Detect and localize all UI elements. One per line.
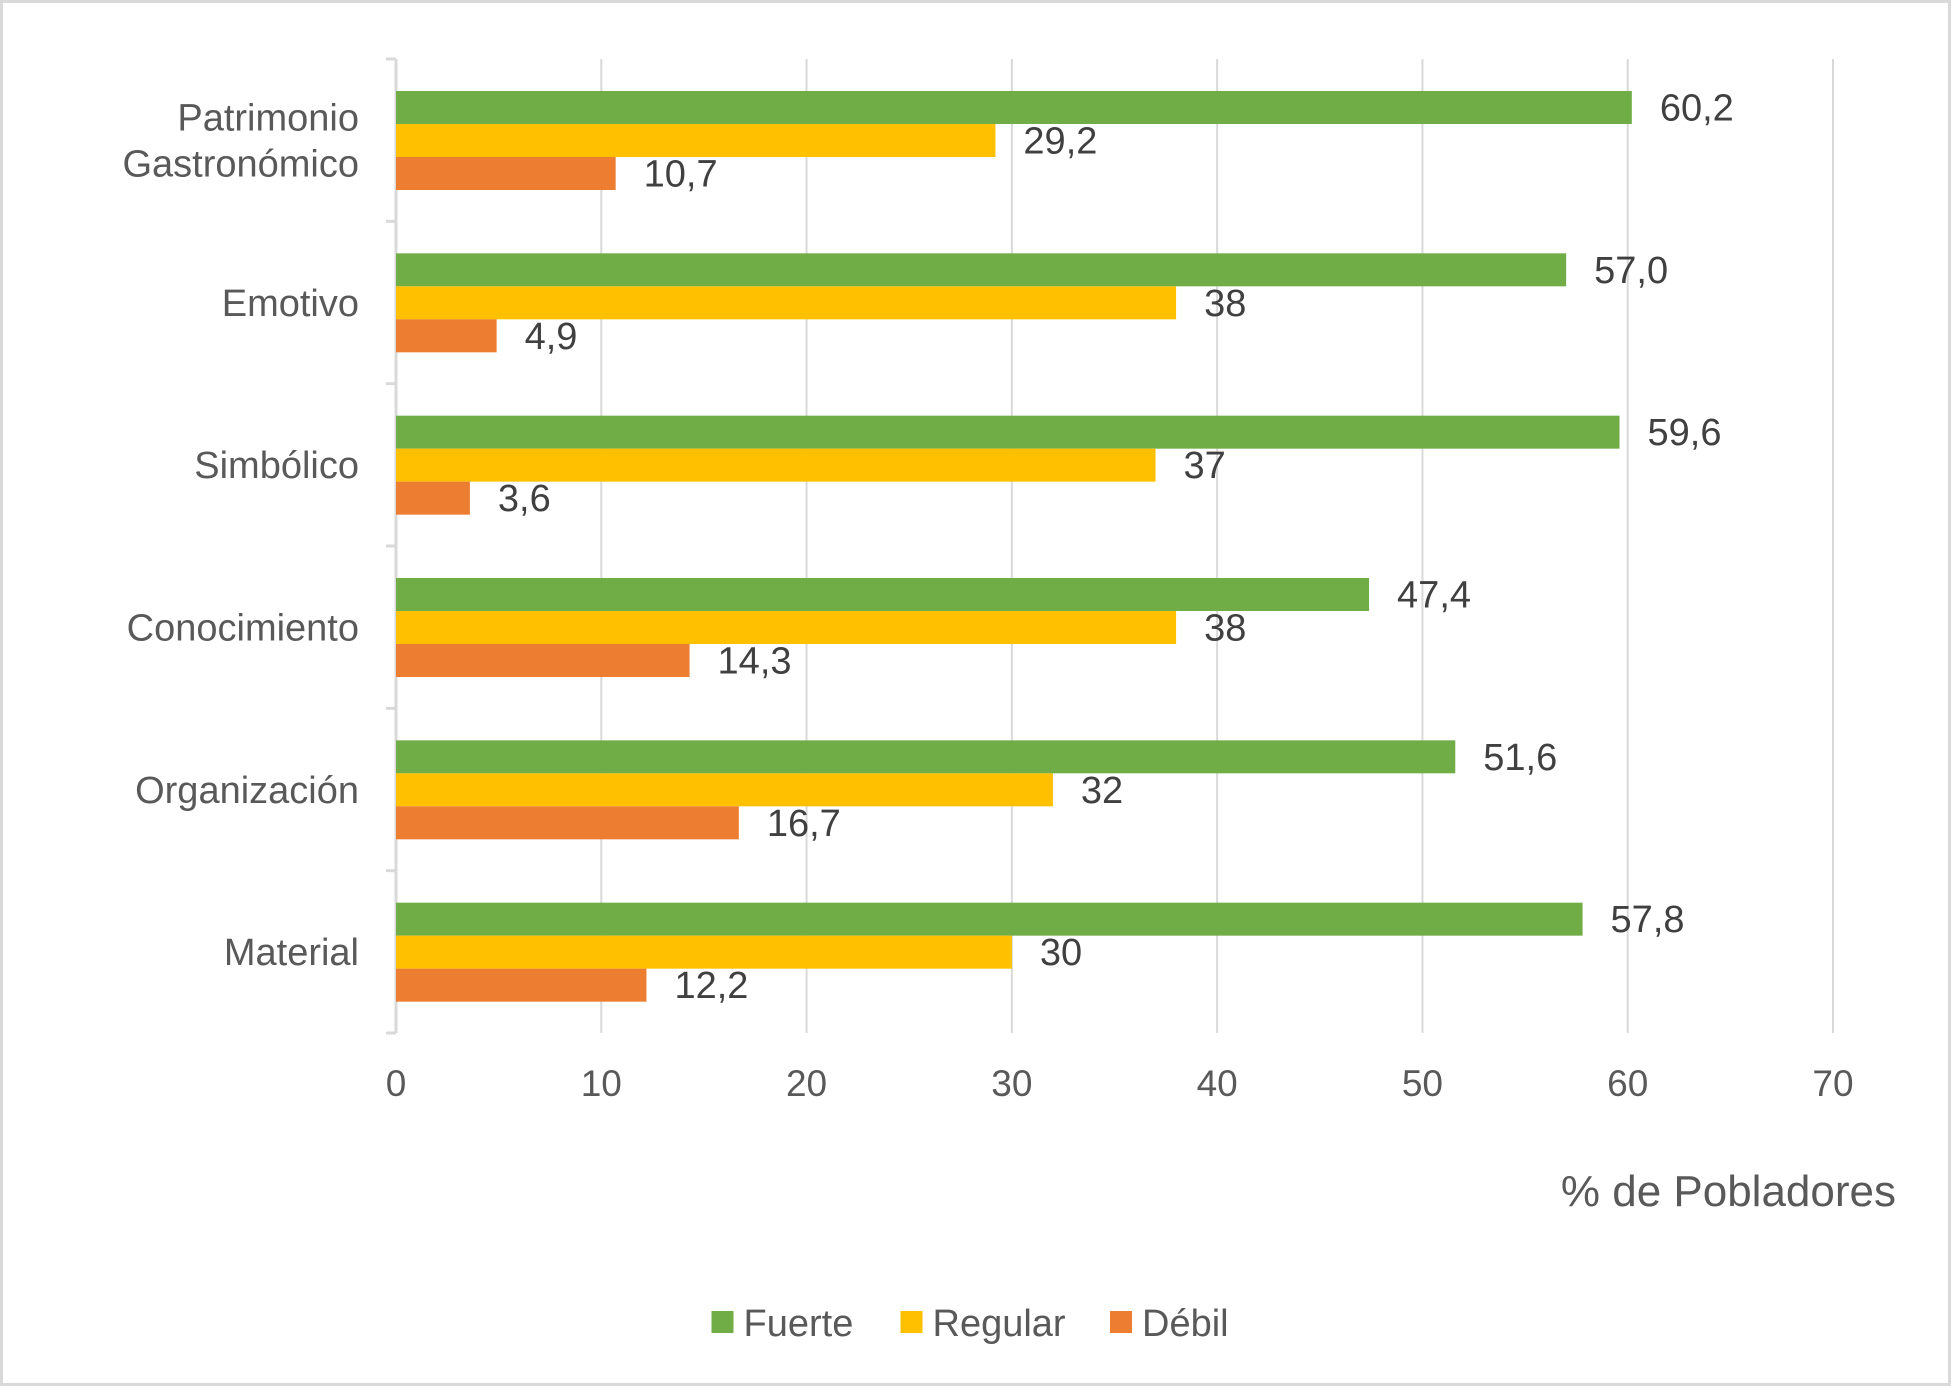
x-tick-label: 20	[786, 1063, 827, 1104]
bar-regular	[396, 611, 1177, 644]
category-label: Gastronómico	[122, 144, 359, 186]
legend-swatch-regular	[900, 1311, 923, 1333]
bar-débil	[396, 968, 647, 1002]
data-label: 29,2	[1023, 121, 1097, 163]
legend-label: Fuerte	[744, 1303, 854, 1345]
category-label: Patrimonio	[177, 98, 359, 140]
bar-fuerte	[396, 253, 1567, 287]
x-tick-label: 30	[991, 1063, 1032, 1104]
bar-fuerte	[396, 415, 1620, 449]
bar-regular	[396, 124, 996, 157]
legend-label: Débil	[1142, 1303, 1229, 1345]
data-label: 3,6	[498, 478, 551, 520]
bar-regular	[396, 448, 1156, 482]
data-label: 57,8	[1611, 899, 1685, 941]
data-label: 16,7	[767, 803, 841, 845]
data-label: 37	[1184, 445, 1226, 487]
bar-débil	[396, 644, 690, 677]
legend: Fuerte Regular Débil	[711, 1303, 1229, 1345]
data-label: 47,4	[1397, 575, 1471, 617]
data-labels: 60,2 29,2 10,7 57,0 38 4,9 59,6 37 3,6 47,4 38 14,3…	[498, 88, 1734, 1008]
bar-débil	[396, 806, 739, 840]
legend-swatch-fuerte	[711, 1311, 734, 1333]
data-label: 12,2	[674, 965, 748, 1007]
data-label: 32	[1081, 770, 1123, 812]
category-axis	[386, 57, 398, 1035]
x-tick-label: 0	[386, 1063, 407, 1104]
gridlines	[600, 59, 1834, 1033]
bar-fuerte	[396, 740, 1456, 774]
bar-débil	[396, 157, 616, 190]
legend-label: Regular	[933, 1303, 1066, 1345]
x-tick-label: 10	[581, 1063, 622, 1104]
bar-regular	[396, 773, 1053, 807]
bar-fuerte	[396, 902, 1583, 936]
category-label: Organización	[135, 770, 359, 812]
x-tick-labels: 0 10 20 30 40 50 60 70	[386, 1063, 1854, 1104]
bar-fuerte	[396, 91, 1632, 124]
x-axis-title: % de Pobladores	[1561, 1167, 1896, 1216]
legend-swatch-débil	[1110, 1311, 1132, 1333]
category-label: Simbólico	[194, 445, 359, 487]
data-label: 38	[1204, 283, 1246, 325]
category-label: Conocimiento	[127, 608, 359, 650]
data-label: 60,2	[1660, 88, 1734, 130]
data-label: 59,6	[1648, 412, 1722, 454]
data-label: 30	[1040, 932, 1082, 974]
bar-regular	[396, 286, 1177, 320]
data-label: 14,3	[718, 641, 792, 683]
x-tick-label: 40	[1197, 1063, 1238, 1104]
data-label: 51,6	[1483, 737, 1557, 779]
data-label: 4,9	[525, 316, 578, 358]
category-label: Material	[224, 932, 359, 974]
bars	[396, 91, 1632, 1002]
bar-débil	[396, 481, 470, 515]
x-tick-label: 50	[1402, 1063, 1443, 1104]
data-label: 10,7	[644, 154, 718, 196]
bar-fuerte	[396, 578, 1370, 611]
bar-regular	[396, 935, 1012, 969]
bar-débil	[396, 319, 497, 353]
bar-chart: 60,2 29,2 10,7 57,0 38 4,9 59,6 37 3,6 47,4 38 14,3…	[122, 57, 1896, 1345]
x-tick-label: 60	[1607, 1063, 1648, 1104]
x-tick-label: 70	[1812, 1063, 1853, 1104]
category-label: Emotivo	[222, 283, 359, 325]
data-label: 57,0	[1594, 250, 1668, 292]
data-label: 38	[1204, 608, 1246, 650]
